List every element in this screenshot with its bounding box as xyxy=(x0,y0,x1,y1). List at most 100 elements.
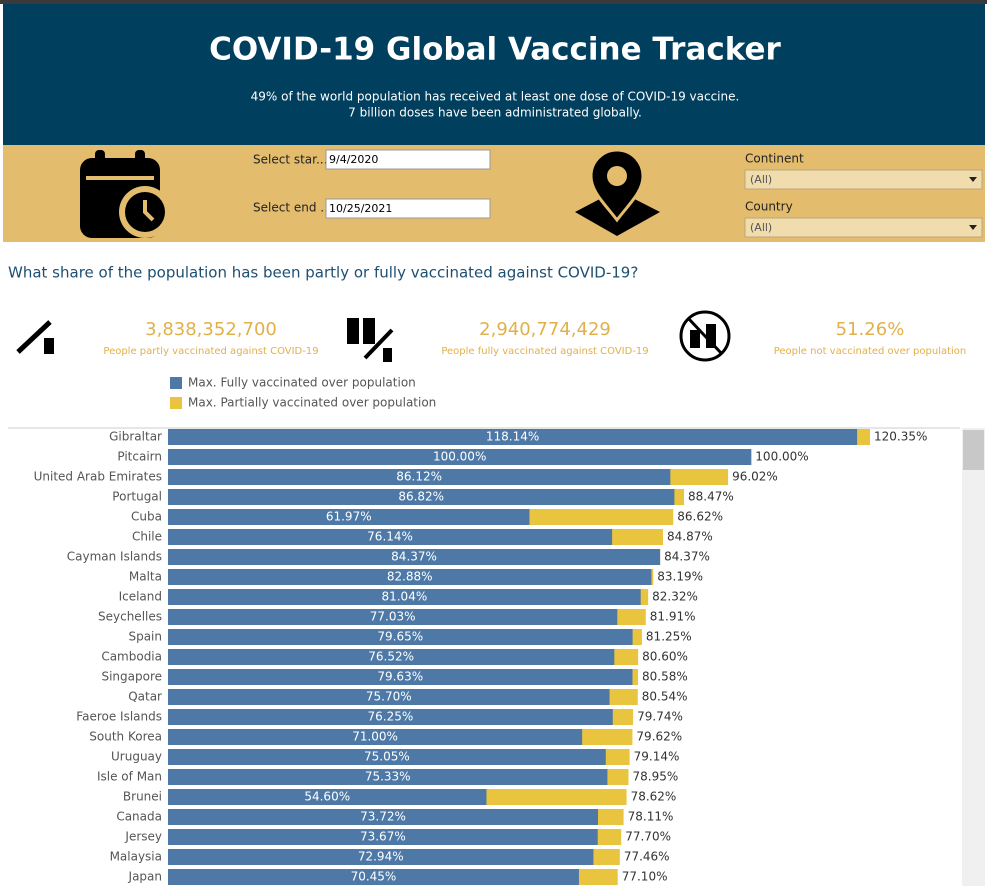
row-label: United Arab Emirates xyxy=(34,470,162,484)
bar-full xyxy=(168,629,633,645)
bar-full xyxy=(168,609,618,625)
bar-label: 76.25% xyxy=(367,710,413,724)
row-label: Uruguay xyxy=(111,750,162,764)
bar-label: 76.14% xyxy=(367,530,413,544)
row-label: Pitcairn xyxy=(117,450,162,464)
dropdown[interactable] xyxy=(744,217,983,238)
bar-label: 79.63% xyxy=(377,670,423,684)
row-label: Portugal xyxy=(112,490,162,504)
row-label: Jersey xyxy=(124,830,162,844)
date-value: 10/25/2021 xyxy=(329,202,392,215)
calendar-icon xyxy=(80,150,171,238)
bar-full xyxy=(168,529,613,545)
filter-label: Select star... xyxy=(253,153,327,167)
dropdown[interactable] xyxy=(744,169,983,190)
dropdown-arrow xyxy=(969,225,977,230)
bar-label: 73.67% xyxy=(360,830,406,844)
bar-full xyxy=(168,569,652,585)
filter-label: Select end ... xyxy=(253,201,332,215)
row-label: Gibraltar xyxy=(109,430,162,444)
bar-label: 79.14% xyxy=(634,750,680,764)
bar-label: 75.70% xyxy=(366,690,412,704)
bar-label: 86.12% xyxy=(396,470,442,484)
row-label: Singapore xyxy=(101,670,162,684)
title: COVID-19 Global Vaccine Tracker xyxy=(209,32,781,68)
bar-label: 96.02% xyxy=(732,470,778,484)
bar-full xyxy=(168,829,598,845)
header-band xyxy=(3,4,985,145)
scroll-thumb[interactable] xyxy=(963,430,984,470)
row-label: Qatar xyxy=(128,690,162,704)
bar-full xyxy=(168,649,615,665)
bar-label: 71.00% xyxy=(352,730,398,744)
bar-label: 84.37% xyxy=(664,550,710,564)
bar-full xyxy=(168,689,610,705)
bar-label: 76.52% xyxy=(368,650,414,664)
bar-full xyxy=(168,869,579,885)
bar-label: 70.45% xyxy=(351,870,397,884)
bar-label: 86.62% xyxy=(677,510,723,524)
bar-full xyxy=(168,509,530,525)
bar-label: 100.00% xyxy=(433,450,486,464)
location-icon xyxy=(575,148,660,236)
bar-full xyxy=(168,549,661,565)
chart-title: What share of the population has been pa… xyxy=(8,264,638,282)
bar-label: 80.60% xyxy=(642,650,688,664)
row-label: Isle of Man xyxy=(97,770,162,784)
kpi-value: 51.26% xyxy=(836,319,905,340)
bar-label: 79.65% xyxy=(377,630,423,644)
filter-label: Country xyxy=(745,200,793,214)
bar-label: 77.03% xyxy=(370,610,416,624)
bar-full xyxy=(168,729,583,745)
bar-full xyxy=(168,489,675,505)
row-label: Iceland xyxy=(119,590,162,604)
bar-label: 78.95% xyxy=(633,770,679,784)
bar-label: 77.46% xyxy=(624,850,670,864)
filter-label: Continent xyxy=(745,152,804,166)
bar-full xyxy=(168,429,858,445)
date-input[interactable] xyxy=(325,198,491,219)
row-label: Malaysia xyxy=(110,850,162,864)
kpi-value: 3,838,352,700 xyxy=(145,319,277,340)
row-label: Cambodia xyxy=(101,650,162,664)
vials-icon xyxy=(347,318,394,362)
syringe-icon xyxy=(16,320,54,354)
bar-full xyxy=(168,769,608,785)
scrollbar[interactable] xyxy=(962,428,985,886)
date-input[interactable] xyxy=(325,149,491,170)
bar-label: 82.88% xyxy=(387,570,433,584)
subtitle: 49% of the world population has received… xyxy=(251,90,740,104)
bar-full xyxy=(168,589,641,605)
bar-full xyxy=(168,789,487,805)
subtitle: 7 billion doses have been administrated … xyxy=(348,106,642,120)
dropdown-value: (All) xyxy=(750,221,772,234)
bar-full xyxy=(168,449,752,465)
bar-label: 78.62% xyxy=(631,790,677,804)
bar-label: 88.47% xyxy=(688,490,734,504)
bar-label: 77.10% xyxy=(622,870,668,884)
row-label: Faeroe Islands xyxy=(76,710,162,724)
row-label: Seychelles xyxy=(98,610,162,624)
bar-label: 80.58% xyxy=(642,670,688,684)
date-value: 9/4/2020 xyxy=(329,153,378,166)
kpi-caption: People partly vaccinated against COVID-1… xyxy=(103,346,318,357)
dropdown-arrow xyxy=(969,177,977,182)
kpi-caption: People not vaccinated over population xyxy=(774,346,967,357)
bar-full xyxy=(168,709,613,725)
bar-label: 80.54% xyxy=(642,690,688,704)
no-vaccine-icon xyxy=(679,310,731,362)
bar-label: 118.14% xyxy=(486,430,539,444)
row-label: South Korea xyxy=(89,730,162,744)
row-label: Cayman Islands xyxy=(67,550,162,564)
kpi-value: 2,940,774,429 xyxy=(479,319,611,340)
bar-label: 84.87% xyxy=(667,530,713,544)
bar-full xyxy=(168,849,594,865)
bar-label: 83.19% xyxy=(657,570,703,584)
top-strip xyxy=(0,0,987,4)
row-label: Spain xyxy=(128,630,162,644)
bar-label: 77.70% xyxy=(625,830,671,844)
dropdown-value: (All) xyxy=(750,173,772,186)
bar-label: 100.00% xyxy=(755,450,808,464)
legend-swatch xyxy=(170,377,182,389)
